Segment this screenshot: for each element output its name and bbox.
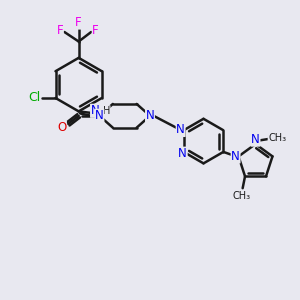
Text: H: H <box>103 106 110 116</box>
Text: F: F <box>75 16 82 29</box>
Text: N: N <box>176 123 185 136</box>
Text: N: N <box>178 147 187 160</box>
Text: N: N <box>146 109 154 122</box>
Text: Cl: Cl <box>28 92 40 104</box>
Text: N: N <box>231 150 240 163</box>
Text: N: N <box>91 104 99 117</box>
Text: N: N <box>95 109 104 122</box>
Text: CH₃: CH₃ <box>233 191 251 201</box>
Text: F: F <box>92 24 99 37</box>
Text: N: N <box>251 133 260 146</box>
Text: F: F <box>57 24 63 37</box>
Text: O: O <box>57 121 66 134</box>
Text: CH₃: CH₃ <box>268 133 286 142</box>
